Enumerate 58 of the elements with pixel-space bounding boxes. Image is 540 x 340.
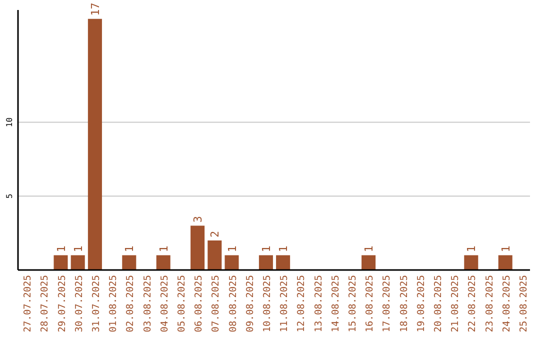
x-tick-label: 25.08.2025	[518, 275, 530, 332]
bar	[258, 255, 273, 270]
data-label: 1	[123, 246, 136, 252]
x-tick-label: 10.08.2025	[262, 275, 273, 332]
x-tick-label: 19.08.2025	[416, 275, 427, 332]
bar	[362, 255, 376, 270]
x-tick-label: 04.08.2025	[159, 275, 170, 332]
x-tick-label: 03.08.2025	[142, 275, 154, 332]
data-label: 1	[226, 246, 239, 252]
x-tick-label: 13.08.2025	[313, 275, 324, 332]
bar	[276, 255, 290, 270]
data-label: 1	[277, 246, 290, 252]
bar	[122, 255, 136, 270]
bar	[224, 255, 239, 270]
data-label: 1	[260, 246, 273, 252]
x-tick-label: 31.07.2025	[90, 275, 102, 332]
x-tick-label: 23.08.2025	[484, 275, 496, 332]
data-label: 1	[362, 246, 376, 252]
x-tick-label: 09.08.2025	[244, 275, 256, 332]
data-label: 1	[54, 246, 68, 252]
bar	[54, 255, 68, 270]
x-tick-label: 14.08.2025	[330, 275, 342, 332]
y-tick-label: 5	[5, 194, 14, 199]
x-tick-label: 08.08.2025	[228, 275, 239, 332]
data-label: 1	[72, 246, 85, 252]
x-tick-label: 12.08.2025	[296, 275, 308, 332]
data-label: 2	[208, 230, 222, 238]
x-tick-label: 05.08.2025	[176, 275, 188, 332]
bar	[498, 255, 512, 270]
x-tick-label: 21.08.2025	[450, 275, 462, 332]
bar	[190, 226, 205, 270]
data-label: 3	[192, 216, 205, 223]
x-tick-label: 24.08.2025	[501, 275, 512, 332]
x-tick-label: 29.07.2025	[56, 275, 68, 332]
x-tick-label: 28.07.2025	[40, 275, 51, 332]
data-label: 1	[499, 246, 512, 252]
x-tick-label: 22.08.2025	[467, 275, 478, 332]
x-tick-label: 07.08.2025	[210, 275, 222, 332]
data-label: 1	[465, 246, 478, 252]
bar	[208, 240, 222, 270]
x-tick-label: 20.08.2025	[432, 275, 444, 332]
x-tick-label: 11.08.2025	[279, 275, 290, 332]
bar	[88, 18, 102, 270]
bar	[156, 255, 170, 270]
x-tick-label: 30.07.2025	[74, 275, 85, 332]
y-tick-label: 10	[5, 117, 14, 128]
x-tick-label: 16.08.2025	[364, 275, 376, 332]
x-tick-label: 15.08.2025	[347, 275, 358, 332]
x-tick-label: 01.08.2025	[108, 275, 120, 332]
x-tick-label: 27.07.2025	[22, 275, 34, 332]
x-tick-label: 18.08.2025	[398, 275, 410, 332]
bar	[464, 255, 478, 270]
data-label: 17	[88, 2, 102, 16]
x-tick-label: 02.08.2025	[125, 275, 136, 332]
bar	[70, 255, 85, 270]
data-label: 1	[157, 246, 170, 252]
x-tick-label: 06.08.2025	[194, 275, 205, 332]
x-tick-label: 17.08.2025	[382, 275, 393, 332]
